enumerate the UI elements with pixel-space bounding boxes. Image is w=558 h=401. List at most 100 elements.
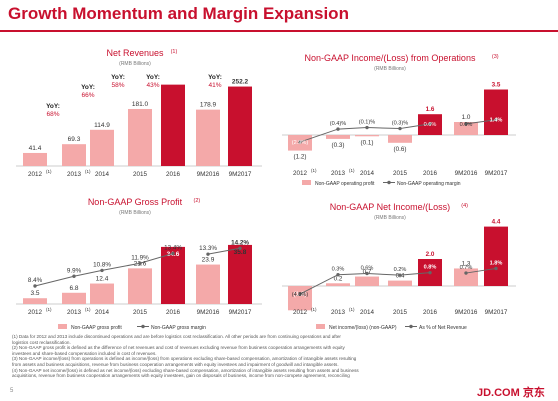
bar-value-label: 23.9 <box>202 257 215 264</box>
bar-value-label: (1.2) <box>294 154 307 161</box>
category-tick-label: 2015 <box>393 309 408 316</box>
category-tick-label: 2013 <box>67 171 82 178</box>
bar-value-label: 3.5 <box>492 82 501 89</box>
bar <box>23 298 47 304</box>
margin-marker <box>298 140 302 144</box>
category-tick-label: 9M2017 <box>229 309 252 316</box>
margin-value-label: 11.9% <box>131 254 149 261</box>
category-tick-label: 9M2016 <box>197 309 220 316</box>
bar-value-label: 1.6 <box>426 106 435 113</box>
category-tick-label: 2016 <box>423 170 438 177</box>
margin-value-label: (2.9%) <box>292 140 309 146</box>
yoy-label: YoY: <box>111 74 125 81</box>
footnotes: (1) Data for 2012 and 2013 include disco… <box>12 334 482 379</box>
margin-marker <box>464 122 468 126</box>
margin-marker <box>428 122 432 126</box>
bar-value-label: 41.4 <box>29 145 42 152</box>
margin-value-label: 0.3% <box>332 267 345 273</box>
bar <box>355 135 379 137</box>
footnote-line: (2) Non-GAAP gross profit is defined as … <box>12 345 345 351</box>
chart-subtitle: (RMB Billions) <box>374 66 406 72</box>
bar-value-label: 1.3 <box>462 260 471 267</box>
margin-value-label: 1.8% <box>490 260 503 266</box>
bar <box>90 283 114 304</box>
bar <box>128 268 152 304</box>
bar <box>388 280 412 286</box>
bar-value-label: 3.5 <box>30 290 39 297</box>
bar-value-label: 4.4 <box>492 219 501 226</box>
category-sup: (1) <box>46 307 52 312</box>
yoy-label: YoY: <box>81 84 95 91</box>
legend-label: Non-GAAP operating margin <box>397 181 461 187</box>
bar <box>454 268 478 286</box>
category-sup: (1) <box>349 307 355 312</box>
category-sup: (1) <box>46 169 52 174</box>
footnote-line: investees and share-based compensation i… <box>12 350 157 356</box>
category-tick-label: 2015 <box>393 170 408 177</box>
margin-value-label: (0.4)% <box>330 121 347 127</box>
margin-line <box>207 247 241 255</box>
legend-label: Non-GAAP gross margin <box>151 325 206 331</box>
category-tick-label: 2012 <box>293 309 308 316</box>
category-tick-label: 9M2017 <box>485 170 508 177</box>
category-tick-label: 2016 <box>423 309 438 316</box>
category-tick-label: 2012 <box>28 171 43 178</box>
yoy-value: 41% <box>208 82 221 89</box>
chart-subtitle: (RMB Billions) <box>119 210 151 216</box>
category-tick-label: 2015 <box>133 171 148 178</box>
legend-swatch-marker <box>387 180 391 185</box>
footnote-line: (3) Non-GAAP income/(loss) from operatio… <box>12 356 357 362</box>
margin-value-label: (0.1)% <box>359 120 376 126</box>
margin-value-label: 0.6% <box>460 122 473 128</box>
yoy-value: 43% <box>146 82 159 89</box>
margin-value-label: 0.8% <box>424 265 437 271</box>
margin-marker <box>33 284 37 288</box>
category-tick-label: 2014 <box>360 170 375 177</box>
bar <box>484 89 508 135</box>
legend-label: Non-GAAP operating profit <box>315 181 375 187</box>
category-sup: (1) <box>85 307 91 312</box>
category-tick-label: 2012 <box>293 170 308 177</box>
bar <box>196 109 220 166</box>
footnote-line: from assets and business acquisitions, r… <box>12 361 339 367</box>
category-tick-label: 2016 <box>166 309 181 316</box>
chart-title: Non-GAAP Gross Profit <box>88 197 183 207</box>
bar <box>326 283 350 286</box>
margin-line <box>465 267 497 274</box>
legend-label: Non-GAAP gross profit <box>71 325 122 331</box>
bar <box>161 84 185 166</box>
margin-marker <box>100 268 104 273</box>
bar <box>62 292 86 304</box>
chart-title: Non-GAAP Income/(Loss) from Operations <box>305 53 476 63</box>
chart-title-sup: (1) <box>171 49 178 55</box>
yoy-label: YoY: <box>146 74 160 81</box>
title-rule <box>0 30 558 32</box>
category-tick-label: 9M2016 <box>455 309 478 316</box>
chart-title-sup: (4) <box>461 203 468 209</box>
bar <box>23 152 47 166</box>
yoy-label: YoY: <box>46 103 60 110</box>
bar <box>355 276 379 286</box>
margin-value-label: 13.3% <box>199 245 217 252</box>
chart-title: Net Revenues <box>106 48 164 58</box>
legend-label: Net income/(loss) (non-GAAP) <box>329 325 397 331</box>
margin-line <box>465 119 497 125</box>
yoy-value: 58% <box>111 82 124 89</box>
margin-value-label: 8.4% <box>28 277 43 284</box>
category-tick-label: 2014 <box>95 309 110 316</box>
margin-value-label: 0.6% <box>361 265 374 271</box>
footnote-line: (1) Data for 2012 and 2013 include disco… <box>12 334 341 339</box>
bar <box>228 244 252 304</box>
category-sup: (1) <box>85 169 91 174</box>
bar <box>326 135 350 139</box>
yoy-label: YoY: <box>208 74 222 81</box>
margin-marker <box>336 273 340 277</box>
bar <box>388 135 412 143</box>
bar <box>454 122 478 135</box>
chart-title-sup: (3) <box>492 54 499 60</box>
bar <box>90 129 114 166</box>
margin-value-label: 9.9% <box>67 267 82 274</box>
bar <box>228 86 252 166</box>
margin-value-label: 13.4% <box>164 245 182 252</box>
margin-value-label: 14.2% <box>231 239 249 246</box>
